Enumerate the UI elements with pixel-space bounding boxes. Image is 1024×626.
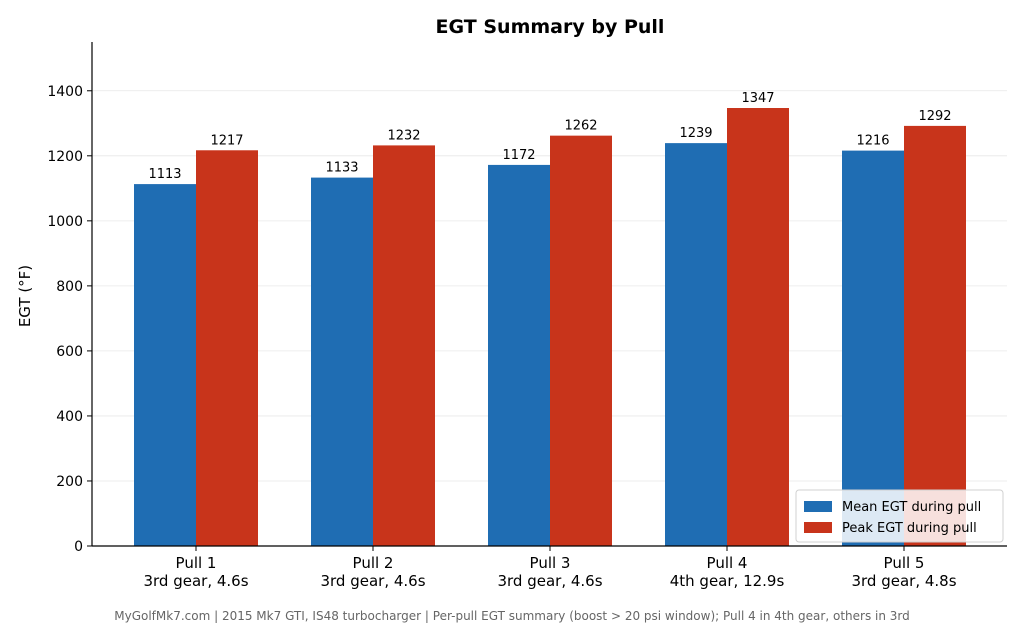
x-tick-label: 3rd gear, 4.6s	[497, 572, 602, 590]
x-tick-label: 4th gear, 12.9s	[670, 572, 785, 590]
bar	[550, 135, 612, 546]
y-axis-label: EGT (°F)	[16, 265, 34, 327]
data-label: 1133	[325, 161, 358, 176]
y-tick-label: 200	[56, 474, 83, 490]
bar	[665, 143, 727, 546]
x-tick-label: Pull 5	[884, 554, 925, 572]
x-tick-label: Pull 4	[707, 554, 748, 572]
y-tick-label: 400	[56, 409, 83, 425]
bar	[311, 177, 373, 546]
bar	[134, 184, 196, 546]
data-label: 1113	[148, 167, 181, 182]
bar	[196, 150, 258, 546]
y-tick-label: 1400	[47, 84, 83, 100]
data-label: 1262	[564, 119, 597, 134]
y-tick-label: 1000	[47, 214, 83, 230]
y-tick-label: 600	[56, 344, 83, 360]
bar	[373, 145, 435, 546]
y-tick-label: 0	[74, 539, 83, 555]
bar	[488, 164, 550, 547]
chart-footnote: MyGolfMk7.com | 2015 Mk7 GTI, IS48 turbo…	[114, 609, 910, 623]
x-tick-label: Pull 3	[530, 554, 571, 572]
data-label: 1232	[387, 128, 420, 143]
legend-entry: Peak EGT during pull	[842, 521, 977, 536]
x-tick-label: 3rd gear, 4.6s	[143, 572, 248, 590]
x-tick-label: 3rd gear, 4.8s	[851, 572, 956, 590]
x-tick-label: Pull 1	[176, 554, 217, 572]
chart-title: EGT Summary by Pull	[436, 16, 665, 38]
data-label: 1239	[679, 126, 712, 141]
x-tick-label: Pull 2	[353, 554, 394, 572]
legend-entry: Mean EGT during pull	[842, 500, 981, 515]
legend-box	[795, 489, 1004, 543]
data-label: 1292	[918, 109, 951, 124]
legend-swatch	[804, 501, 832, 512]
data-label: 1217	[210, 133, 243, 148]
data-label: 1172	[502, 148, 535, 163]
data-label: 1347	[741, 91, 774, 106]
bar	[727, 108, 789, 546]
legend: Mean EGT during pull Peak EGT during pull	[795, 489, 1004, 543]
legend-swatch	[804, 522, 832, 533]
data-label: 1216	[856, 134, 889, 149]
bar	[904, 125, 966, 547]
bars-group	[134, 108, 966, 547]
y-tick-label: 1200	[47, 149, 83, 165]
x-tick-label: 3rd gear, 4.6s	[320, 572, 425, 590]
y-tick-label: 800	[56, 279, 83, 295]
data-labels-group: 1113 1217 1133 1232 1172 1262 1239 1347 1216 1292	[148, 91, 951, 182]
bar	[842, 150, 904, 546]
